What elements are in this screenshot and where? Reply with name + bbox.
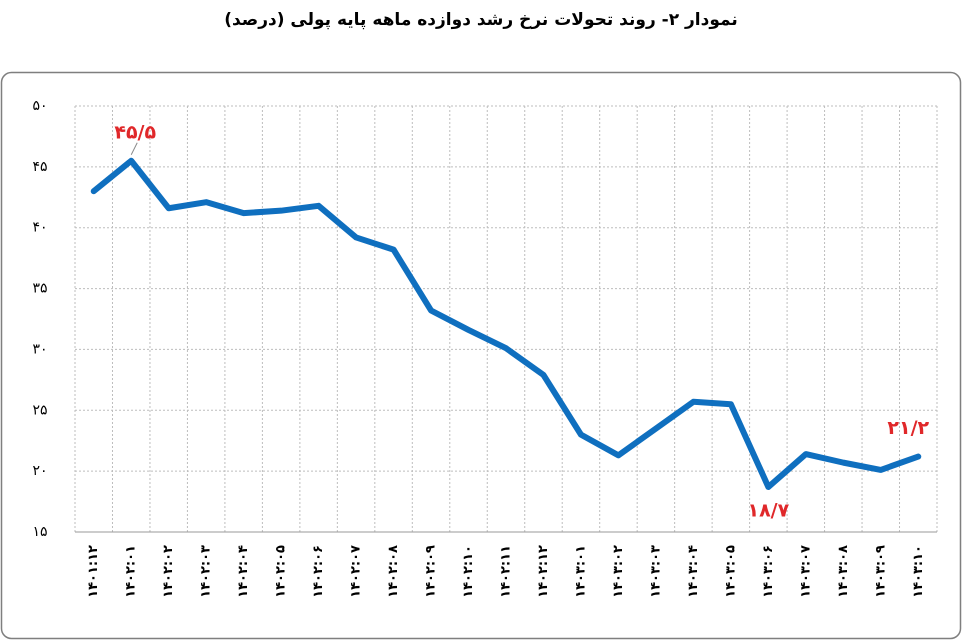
x-tick-label: ۱۴۰۲:۱۲ (536, 545, 551, 598)
data-label: ۴۵/۵ (114, 121, 156, 143)
x-tick-label: ۱۴۰۳:۰۹ (873, 545, 888, 598)
x-tick-label: ۱۴۰۲:۰۳ (199, 545, 214, 598)
x-tick-label: ۱۴۰۳:۰۱ (573, 545, 588, 598)
chart-title: نمودار ۲- روند تحولات نرخ رشد دوازده ماه… (224, 10, 738, 30)
data-label: ۲۱/۲ (887, 417, 929, 439)
plot-area: ۱۵ ۲۰ ۲۵ ۳۰ ۳۵ ۴۰ ۴۵ ۵۰ ۱۴۰۱:۱۲ ۱۴۰۲:۰۱ ۱۴۰۲:۰۲ ۱۴۰… (32, 98, 938, 598)
x-tick-label: ۱۴۰۲:۰۷ (349, 545, 364, 598)
x-tick-label: ۱۴۰۲:۰۵ (274, 545, 289, 598)
x-tick-label: ۱۴۰۲:۰۱ (124, 545, 139, 598)
x-tick-label: ۱۴۰۳:۰۸ (836, 545, 851, 598)
x-tick-label: ۱۴۰۳:۰۴ (686, 545, 701, 598)
x-tick-label: ۱۴۰۲:۰۶ (311, 545, 326, 598)
y-tick-label: ۳۵ (32, 281, 47, 297)
y-tick-label: ۴۵ (32, 159, 47, 175)
x-tick-label: ۱۴۰۱:۱۲ (86, 545, 101, 598)
label-leader (130, 142, 138, 155)
y-tick-label: ۲۵ (32, 402, 47, 418)
data-line (90, 157, 922, 490)
x-tick-label: ۱۴۰۳:۰۵ (723, 545, 738, 598)
x-tick-label: ۱۴۰۲:۰۲ (161, 545, 176, 598)
x-tick-label: ۱۴۰۲:۱۱ (499, 545, 514, 598)
y-tick-label: ۲۰ (32, 463, 47, 479)
x-tick-label: ۱۴۰۳:۱۰ (911, 545, 926, 598)
x-tick-label: ۱۴۰۳:۰۲ (611, 545, 626, 598)
x-tick-label: ۱۴۰۳:۰۷ (798, 545, 813, 598)
x-tick-label: ۱۴۰۲:۰۹ (424, 545, 439, 598)
y-tick-label: ۴۰ (32, 220, 47, 236)
x-tick-label: ۱۴۰۲:۱۰ (461, 545, 476, 598)
y-tick-label: ۱۵ (32, 524, 47, 540)
y-tick-label: ۳۰ (32, 341, 47, 357)
x-tick-label: ۱۴۰۳:۰۳ (648, 545, 663, 598)
data-label: ۱۸/۷ (747, 499, 789, 521)
y-tick-label: ۵۰ (32, 98, 47, 114)
x-tick-label: ۱۴۰۳:۰۶ (761, 545, 776, 598)
chart-frame (0, 71, 962, 640)
x-tick-label: ۱۴۰۲:۰۴ (236, 545, 251, 598)
x-tick-label: ۱۴۰۲:۰۸ (386, 545, 401, 598)
